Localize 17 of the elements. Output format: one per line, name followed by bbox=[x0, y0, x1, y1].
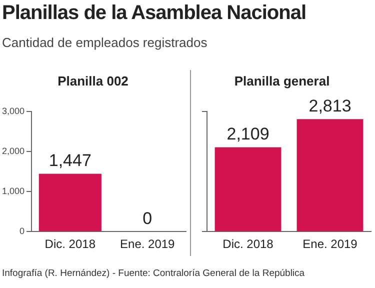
text: Infografía (R. Hernández) - Fuente: Contraloría General de la República bbox=[2, 268, 305, 279]
x-tick-label: Ene. 2019 bbox=[302, 237, 358, 252]
x-tick-label: Ene. 2019 bbox=[120, 237, 176, 252]
chart-title: Planilla 002 bbox=[58, 73, 128, 88]
x-tick-label: Dic. 2018 bbox=[222, 237, 274, 252]
chart-title: Planilla general bbox=[234, 73, 330, 88]
y-tick-label: 2,000 bbox=[2, 146, 25, 156]
data-label: 1,447 bbox=[48, 150, 92, 170]
data-label: 0 bbox=[142, 208, 152, 228]
x-tick-label: Dic. 2018 bbox=[44, 237, 96, 252]
y-tick-label: 0 bbox=[20, 226, 25, 236]
text: Cantidad de empleados registrados bbox=[2, 35, 208, 50]
text: Planillas de la Asamblea Nacional bbox=[1, 1, 308, 25]
y-tick-label: 3,000 bbox=[2, 106, 25, 116]
y-tick-label: 1,000 bbox=[2, 186, 25, 196]
data-label: 2,109 bbox=[226, 124, 270, 144]
data-label: 2,813 bbox=[308, 96, 352, 116]
